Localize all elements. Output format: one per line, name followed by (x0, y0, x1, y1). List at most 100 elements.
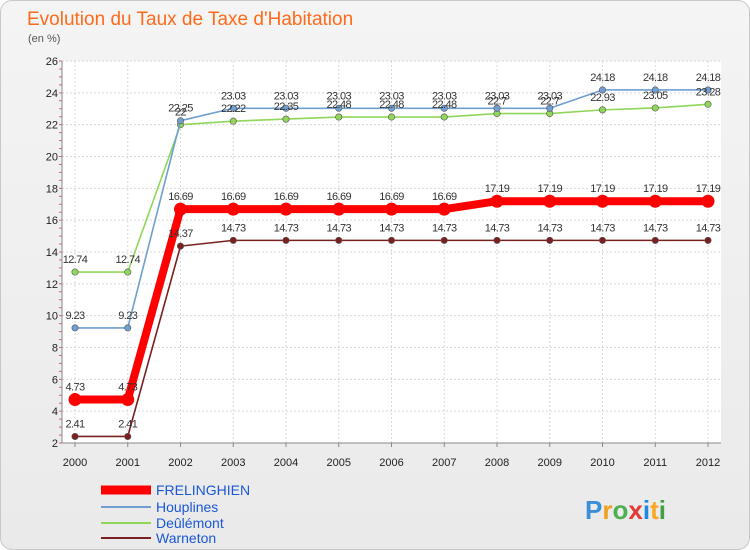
data-point-houplines (493, 104, 501, 112)
x-tick-label: 2012 (696, 457, 720, 469)
legend-label-houplines: Houplines (156, 499, 218, 515)
data-point-frelinghien (226, 202, 240, 216)
data-label-de-l-mont: 22.48 (432, 99, 457, 111)
data-label-de-l-mont: 23.28 (696, 86, 721, 98)
data-point-warneton (493, 236, 501, 244)
x-tick-label: 2009 (538, 457, 562, 469)
data-label-warneton: 14.73 (221, 222, 246, 234)
data-label-frelinghien: 16.69 (432, 191, 457, 203)
data-point-houplines (651, 86, 659, 94)
legend-label-de-l-mont: Deûlémont (156, 515, 224, 531)
data-label-de-l-mont: 23.05 (643, 90, 668, 102)
data-label-houplines: 22.25 (168, 103, 193, 115)
data-label-houplines: 24.18 (590, 72, 615, 84)
data-label-houplines: 9.23 (118, 310, 137, 322)
data-label-warneton: 14.37 (168, 228, 193, 240)
data-point-de-l-mont (651, 104, 659, 112)
data-label-de-l-mont: 22.35 (274, 101, 299, 113)
data-point-frelinghien (332, 202, 346, 216)
data-point-frelinghien (596, 194, 609, 208)
data-label-warneton: 2.41 (65, 418, 84, 430)
data-point-frelinghien (385, 202, 398, 216)
data-point-warneton (335, 236, 343, 244)
x-tick-label: 2007 (432, 457, 456, 469)
x-tick-label: 2004 (274, 457, 298, 469)
data-point-frelinghien (279, 202, 293, 216)
data-point-de-l-mont (704, 100, 712, 108)
legend-label-warneton: Warneton (156, 530, 216, 546)
data-label-warneton: 14.73 (590, 222, 615, 234)
data-label-houplines: 23.03 (485, 90, 510, 102)
data-label-de-l-mont: 22.48 (326, 99, 351, 111)
data-label-warneton: 14.73 (537, 222, 562, 234)
data-point-houplines (546, 104, 554, 112)
data-point-de-l-mont (282, 115, 290, 123)
data-label-frelinghien: 17.19 (537, 183, 562, 195)
data-label-frelinghien: 16.69 (274, 191, 299, 203)
data-label-de-l-mont: 22 (175, 107, 187, 119)
data-point-houplines (177, 117, 185, 125)
data-point-houplines (440, 104, 448, 112)
data-label-frelinghien: 4.73 (65, 382, 84, 394)
data-point-de-l-mont (335, 113, 343, 121)
x-tick-label: 2010 (590, 457, 614, 469)
data-point-de-l-mont (71, 268, 79, 276)
data-point-frelinghien (121, 393, 135, 407)
data-point-houplines (704, 86, 712, 94)
data-point-warneton (71, 432, 79, 440)
data-label-frelinghien: 16.69 (379, 191, 404, 203)
legend-label-frelinghien: FRELINGHIEN (156, 482, 250, 498)
chart-title: Evolution du Taux de Taxe d'Habitation (27, 9, 353, 30)
data-label-houplines: 24.18 (643, 72, 668, 84)
data-point-warneton (229, 236, 237, 244)
data-label-de-l-mont: 22.7 (487, 96, 506, 108)
data-label-frelinghien: 17.19 (696, 183, 721, 195)
data-label-de-l-mont: 22.7 (540, 96, 559, 108)
data-point-de-l-mont (387, 113, 395, 121)
data-label-houplines: 23.03 (274, 90, 299, 102)
data-label-warneton: 14.73 (432, 222, 457, 234)
data-label-frelinghien: 17.19 (643, 183, 668, 195)
data-label-warneton: 2.41 (118, 418, 137, 430)
data-point-warneton (704, 236, 712, 244)
x-tick-label: 2000 (63, 457, 87, 469)
data-point-houplines (124, 324, 132, 332)
data-point-warneton (124, 432, 132, 440)
y-axis-unit: (en %) (28, 33, 60, 45)
data-label-houplines: 23.03 (537, 90, 562, 102)
y-tick-label: 26 (46, 56, 58, 68)
data-label-frelinghien: 17.19 (485, 183, 510, 195)
y-tick-label: 20 (46, 152, 58, 164)
data-label-houplines: 23.03 (326, 90, 351, 102)
data-label-de-l-mont: 12.74 (115, 254, 140, 266)
data-point-frelinghien (543, 194, 557, 208)
x-tick-label: 2005 (327, 457, 351, 469)
data-point-houplines (387, 104, 395, 112)
data-point-houplines (282, 104, 290, 112)
y-tick-label: 6 (52, 374, 58, 386)
x-tick-label: 2011 (643, 457, 667, 469)
data-label-de-l-mont: 22.93 (590, 92, 615, 104)
x-tick-label: 2001 (116, 457, 140, 469)
data-label-houplines: 9.23 (65, 310, 84, 322)
data-label-frelinghien: 16.69 (326, 191, 351, 203)
data-label-warneton: 14.73 (379, 222, 404, 234)
data-point-warneton (440, 236, 448, 244)
data-point-warneton (651, 236, 659, 244)
data-point-de-l-mont (440, 113, 448, 121)
data-label-de-l-mont: 22.22 (221, 103, 246, 115)
data-label-warneton: 14.73 (643, 222, 668, 234)
data-label-houplines: 24.18 (696, 72, 721, 84)
data-point-warneton (387, 236, 395, 244)
data-label-frelinghien: 16.69 (221, 191, 246, 203)
y-tick-label: 22 (46, 120, 58, 132)
data-point-frelinghien (648, 194, 662, 208)
data-label-houplines: 23.03 (432, 90, 457, 102)
data-label-frelinghien: 17.19 (590, 183, 615, 195)
data-point-de-l-mont (598, 106, 606, 114)
data-label-frelinghien: 4.73 (118, 382, 137, 394)
data-point-de-l-mont (124, 268, 132, 276)
y-tick-label: 18 (46, 183, 58, 195)
data-label-warneton: 14.73 (485, 222, 510, 234)
